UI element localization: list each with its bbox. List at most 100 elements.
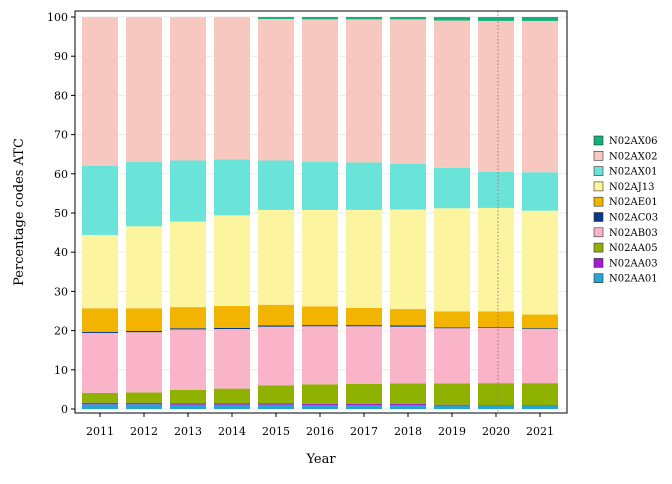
bar-segment-N02AX01-2019 (434, 167, 470, 209)
x-tick-label: 2016 (306, 425, 334, 438)
bar-segment-N02AJ13-2017 (346, 209, 382, 308)
bar-segment-N02AC03-2011 (82, 331, 118, 333)
bar-segment-N02AB03-2013 (170, 329, 206, 390)
legend-label: N02AA03 (609, 258, 658, 269)
bar-segment-N02AB03-2020 (478, 327, 514, 384)
bar-segment-N02AX02-2011 (82, 17, 118, 166)
bar-segment-N02AE01-2016 (302, 306, 338, 326)
bar-segment-N02AX01-2011 (82, 165, 118, 235)
y-tick-label: 50 (54, 207, 68, 220)
legend-swatch (593, 258, 604, 268)
bar-segment-N02AX01-2016 (302, 161, 338, 210)
x-axis-title: Year (305, 452, 336, 467)
bar-segment-N02AA03-2012 (126, 402, 162, 405)
bar-segment-N02AA01-2019 (434, 405, 470, 409)
bar-segment-N02AA01-2016 (302, 405, 338, 409)
legend-swatch (593, 135, 604, 146)
bar-segment-N02AA05-2011 (82, 392, 118, 403)
legend-swatch (593, 227, 604, 238)
x-tick-label: 2014 (218, 425, 246, 438)
bar-segment-N02AJ13-2020 (478, 207, 514, 312)
bar-segment-N02AA03-2015 (258, 403, 294, 405)
x-tick-label: 2018 (394, 425, 422, 438)
bar-segment-N02AX01-2013 (170, 160, 206, 222)
x-tick-label: 2019 (438, 425, 466, 438)
legend-swatch (593, 181, 604, 192)
bar-segment-N02AA05-2015 (258, 385, 294, 404)
bar-segment-N02AX02-2016 (302, 19, 338, 162)
bar-segment-N02AX06-2021 (522, 17, 558, 21)
bar-segment-N02AX02-2012 (126, 17, 162, 163)
bar-segment-N02AX06-2017 (346, 17, 382, 20)
bar-segment-N02AA05-2016 (302, 384, 338, 404)
bar-segment-N02AE01-2014 (214, 305, 250, 328)
bar-segment-N02AE01-2019 (434, 311, 470, 328)
bar-segment-N02AC03-2012 (126, 330, 162, 333)
bar-segment-N02AA05-2020 (478, 383, 514, 406)
bar-segment-N02AA05-2014 (214, 388, 250, 404)
bar-segment-N02AA01-2018 (390, 405, 426, 409)
bar-segment-N02AA01-2012 (126, 404, 162, 409)
plot-frame (74, 10, 568, 414)
bar-segment-N02AB03-2021 (522, 329, 558, 384)
x-tick-label: 2017 (350, 425, 378, 438)
bar-segment-N02AA05-2017 (346, 383, 382, 404)
bar-segment-N02AX02-2018 (390, 19, 426, 164)
bar-segment-N02AX06-2020 (478, 17, 514, 21)
bar-segment-N02AA05-2019 (434, 383, 470, 405)
bar-segment-N02AE01-2018 (390, 309, 426, 326)
bar-segment-N02AE01-2013 (170, 307, 206, 329)
bar-segment-N02AX02-2021 (522, 20, 558, 173)
bar-segment-N02AX02-2013 (170, 17, 206, 161)
bar-segment-N02AB03-2011 (82, 332, 118, 393)
bar-segment-N02AX01-2014 (214, 159, 250, 216)
bar-segment-N02AA03-2020 (478, 405, 514, 406)
y-tick-label: 70 (54, 129, 68, 142)
bar-segment-N02AE01-2021 (522, 314, 558, 329)
legend-swatch (593, 166, 604, 176)
bar-segment-N02AB03-2015 (258, 326, 294, 386)
bar-segment-N02AJ13-2021 (522, 210, 558, 315)
bar-segment-N02AB03-2014 (214, 329, 250, 389)
bar-segment-N02AC03-2020 (478, 327, 514, 328)
bar-segment-N02AA05-2013 (170, 389, 206, 404)
bar-segment-N02AX02-2017 (346, 19, 382, 163)
bar-segment-N02AX01-2018 (390, 164, 426, 210)
bar-segment-N02AJ13-2014 (214, 215, 250, 306)
bar-segment-N02AE01-2017 (346, 307, 382, 326)
legend-label: N02AX06 (609, 136, 658, 147)
bar-segment-N02AE01-2011 (82, 308, 118, 332)
bar-segment-N02AB03-2019 (434, 328, 470, 384)
y-axis: 0 10 20 30 40 50 60 70 80 90 100 (47, 11, 75, 416)
bar-segment-N02AJ13-2013 (170, 221, 206, 308)
bar-segment-N02AX06-2018 (390, 17, 426, 20)
bar-segment-N02AA01-2014 (214, 404, 250, 409)
x-tick-label: 2020 (482, 425, 510, 438)
bar-segment-N02AC03-2016 (302, 325, 338, 327)
bar-segment-N02AA03-2014 (214, 403, 250, 405)
legend-label: N02AX02 (609, 151, 658, 162)
bar-segment-N02AJ13-2012 (126, 226, 162, 309)
legend-swatch (593, 273, 604, 284)
bar-segment-N02AA05-2021 (522, 383, 558, 406)
legend-label: N02AA01 (609, 274, 658, 285)
bars (82, 17, 558, 409)
legend-label: N02AA05 (609, 243, 658, 254)
bar-segment-N02AE01-2012 (126, 308, 162, 331)
bar-segment-N02AB03-2017 (346, 326, 382, 384)
legend-swatch (593, 242, 604, 253)
bar-segment-N02AJ13-2019 (434, 208, 470, 312)
bar-segment-N02AA03-2016 (302, 403, 338, 406)
bar-segment-N02AX06-2016 (302, 17, 338, 20)
bar-segment-N02AA03-2011 (82, 402, 118, 405)
bar-segment-N02AX01-2021 (522, 172, 558, 211)
y-axis-title: Percentage codes ATC (12, 138, 27, 286)
y-tick-label: 0 (61, 403, 68, 416)
bar-segment-N02AB03-2016 (302, 326, 338, 385)
legend-label: N02AJ13 (609, 182, 654, 193)
bar-segment-N02AX02-2015 (258, 18, 294, 161)
bar-segment-N02AA05-2018 (390, 383, 426, 404)
y-tick-label: 60 (54, 168, 68, 181)
bar-segment-N02AJ13-2018 (390, 209, 426, 310)
